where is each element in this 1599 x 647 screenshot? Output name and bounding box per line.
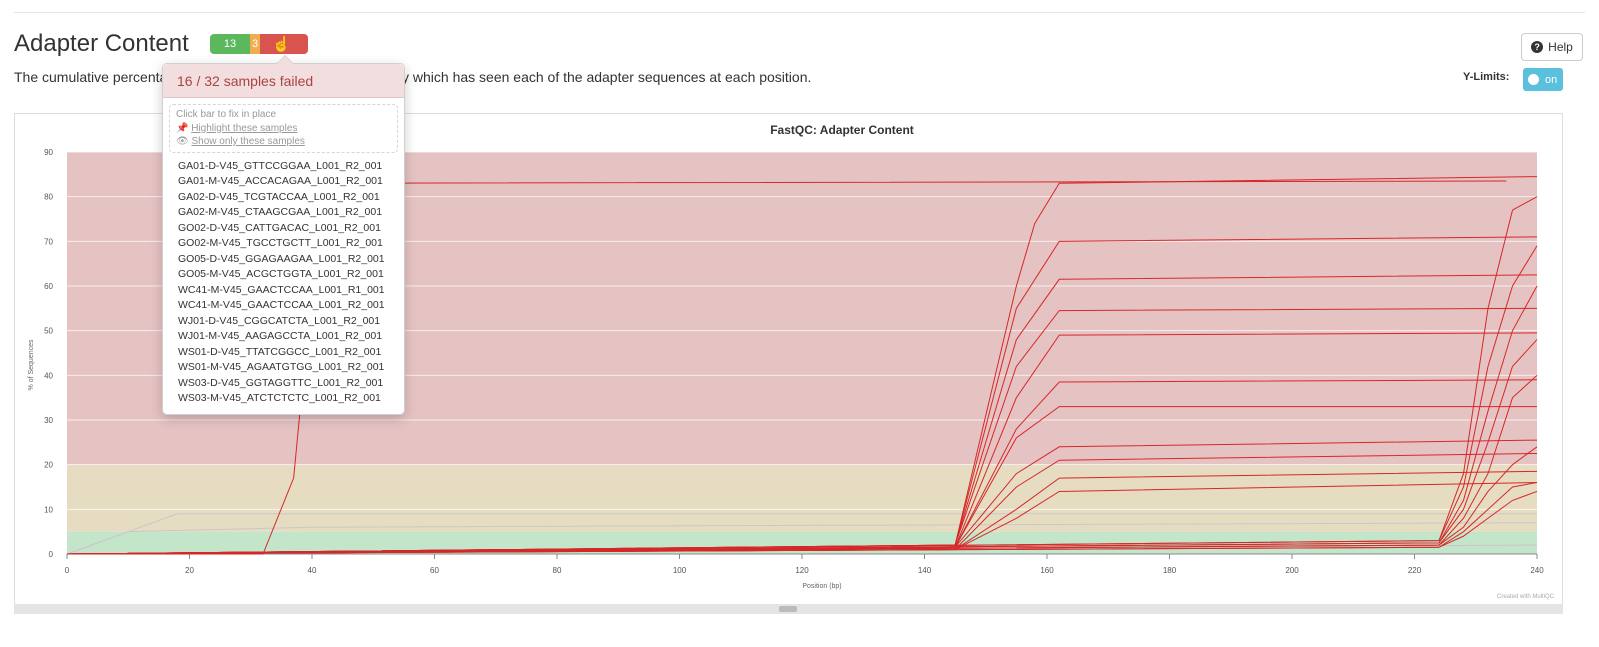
fail-series-line[interactable] bbox=[66, 446, 1538, 555]
show-only-samples-link[interactable]: Show only these samples bbox=[191, 136, 305, 147]
failed-sample-item: GA02-M-V45_CTAAGCGAA_L001_R2_001 bbox=[178, 206, 383, 218]
x-tick-label: 0 bbox=[65, 566, 70, 575]
status-pass-segment[interactable]: 13 bbox=[210, 34, 250, 54]
failed-sample-item: WJ01-M-V45_AAGAGCCTA_L001_R2_001 bbox=[178, 330, 383, 342]
x-tick-label: 200 bbox=[1285, 566, 1299, 575]
y-tick-label: 80 bbox=[44, 193, 53, 202]
y-axis-label: % of Sequences bbox=[28, 339, 35, 390]
toggle-knob bbox=[1528, 74, 1539, 85]
failed-sample-list: GA01-D-V45_GTTCCGGAA_L001_R2_001 GA01-M-V… bbox=[163, 159, 404, 407]
credit-text: Created with MultiQC bbox=[1497, 594, 1555, 600]
x-tick-label: 140 bbox=[918, 566, 932, 575]
y-limits-toggle[interactable]: on bbox=[1523, 68, 1563, 91]
x-tick-label: 120 bbox=[795, 566, 809, 575]
highlight-samples-link[interactable]: Highlight these samples bbox=[191, 122, 298, 134]
failed-sample-item: WC41-M-V45_GAACTCCAA_L001_R2_001 bbox=[178, 299, 385, 311]
description-text-end: y which has seen each of the adapter seq… bbox=[402, 69, 812, 85]
failed-sample-item: WS01-M-V45_AGAATGTGG_L001_R2_001 bbox=[178, 361, 385, 373]
y-tick-label: 50 bbox=[44, 327, 53, 336]
x-tick-label: 20 bbox=[185, 566, 194, 575]
pin-icon: 📌 bbox=[176, 122, 189, 134]
help-button[interactable]: ? Help bbox=[1521, 33, 1583, 61]
chart-title: FastQC: Adapter Content bbox=[770, 123, 914, 137]
y-tick-label: 70 bbox=[44, 237, 53, 246]
status-warn-segment[interactable]: 3 bbox=[250, 34, 260, 54]
failed-sample-item: GO05-M-V45_ACGCTGGTA_L001_R2_001 bbox=[178, 268, 384, 280]
failed-sample-item: WS03-M-V45_ATCTCTCTC_L001_R2_001 bbox=[178, 392, 381, 404]
failed-sample-item: GO02-M-V45_TGCCTGCTT_L001_R2_001 bbox=[178, 237, 383, 249]
failed-sample-item: WC41-M-V45_GAACTCCAA_L001_R1_001 bbox=[178, 283, 385, 296]
y-limits-label: Y-Limits: bbox=[1463, 71, 1510, 83]
hand-pointer-icon: ☝ bbox=[272, 36, 291, 53]
status-fail-segment[interactable]: ☝ bbox=[260, 34, 308, 54]
failed-sample-item: GA01-M-V45_ACCACAGAA_L001_R2_001 bbox=[178, 175, 383, 187]
y-tick-label: 90 bbox=[44, 148, 53, 157]
y-limits-toggle-label: on bbox=[1545, 73, 1558, 86]
page-title: Adapter Content bbox=[14, 30, 189, 57]
section-description: The cumulative percenta y which has seen… bbox=[14, 69, 811, 85]
question-circle-icon: ? bbox=[1531, 41, 1544, 53]
section-divider bbox=[14, 12, 1585, 13]
threshold-band bbox=[67, 464, 1537, 532]
pass-series-line[interactable] bbox=[66, 522, 1538, 555]
failed-sample-item: WS01-D-V45_TTATCGGCC_L001_R2_001 bbox=[178, 345, 382, 358]
popover-hint: Click bar to fix in place bbox=[176, 109, 277, 120]
x-tick-label: 160 bbox=[1040, 566, 1054, 575]
y-tick-label: 20 bbox=[44, 461, 53, 470]
status-progress-bar[interactable]: 13 3 ☝ bbox=[210, 34, 308, 54]
eye-icon: 👁 bbox=[176, 136, 189, 147]
y-tick-label: 40 bbox=[44, 371, 53, 380]
x-tick-label: 80 bbox=[553, 566, 562, 575]
y-tick-label: 30 bbox=[44, 416, 53, 425]
status-popover: 16 / 32 samples failed Click bar to fix … bbox=[162, 55, 405, 415]
failed-sample-item: GO02-D-V45_CATTGACAC_L001_R2_001 bbox=[178, 221, 381, 234]
x-tick-label: 40 bbox=[308, 566, 317, 575]
failed-sample-item: WS03-D-V45_GGTAGGTTC_L001_R2_001 bbox=[178, 376, 384, 389]
x-tick-label: 60 bbox=[430, 566, 439, 575]
fail-series-line[interactable] bbox=[66, 490, 1538, 555]
resize-grip-icon[interactable] bbox=[779, 606, 797, 612]
x-axis-label: Position (bp) bbox=[802, 583, 841, 590]
x-tick-label: 180 bbox=[1163, 566, 1177, 575]
y-tick-label: 60 bbox=[44, 282, 53, 291]
fail-series-line[interactable] bbox=[66, 245, 1538, 555]
failed-sample-item: GO05-D-V45_GGAGAAGAA_L001_R2_001 bbox=[178, 252, 385, 265]
failed-sample-item: WJ01-D-V45_CGGCATCTA_L001_R2_001 bbox=[178, 314, 381, 327]
popover-header: 16 / 32 samples failed bbox=[163, 64, 404, 98]
x-tick-label: 100 bbox=[673, 566, 687, 575]
fail-series-line[interactable] bbox=[66, 339, 1538, 555]
help-button-label: Help bbox=[1548, 40, 1573, 54]
y-tick-label: 0 bbox=[49, 550, 54, 559]
description-text-start: The cumulative percenta bbox=[14, 69, 168, 85]
x-tick-label: 220 bbox=[1408, 566, 1422, 575]
failed-sample-item: GA02-D-V45_TCGTACCAA_L001_R2_001 bbox=[178, 190, 380, 203]
failed-sample-item: GA01-D-V45_GTTCCGGAA_L001_R2_001 bbox=[178, 159, 383, 172]
popover-arrow-fill bbox=[277, 56, 293, 64]
y-tick-label: 10 bbox=[44, 505, 53, 514]
popover-controls: Click bar to fix in place 📌 Highlight th… bbox=[169, 104, 398, 153]
x-tick-label: 240 bbox=[1530, 566, 1544, 575]
